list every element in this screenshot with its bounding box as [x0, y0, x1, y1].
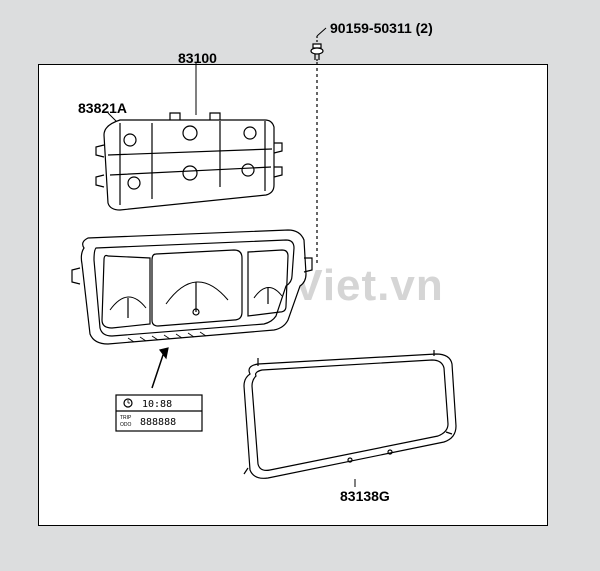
svg-text:888888: 888888 — [140, 417, 176, 428]
lcd-display: 10:88 TRIP ODO 888888 — [116, 395, 202, 431]
screw-part — [311, 36, 323, 60]
svg-text:TRIP: TRIP — [120, 415, 132, 421]
meter-assembly-part — [72, 230, 312, 344]
glass-bezel-part — [244, 350, 456, 478]
lcd-arrow — [152, 348, 168, 388]
parts-diagram-svg: 10:88 TRIP ODO 888888 — [0, 0, 600, 571]
circuit-plate-part — [96, 113, 282, 210]
svg-text:ODO: ODO — [120, 422, 132, 428]
svg-text:10:88: 10:88 — [142, 399, 172, 410]
